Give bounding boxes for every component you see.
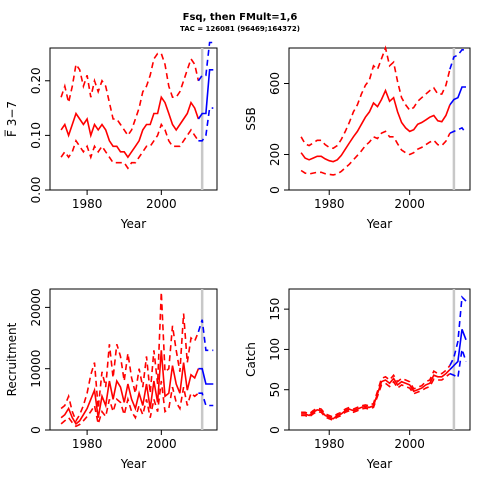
historic-lower-line (301, 372, 451, 422)
forecast-median-line (449, 86, 466, 106)
chart-panel-catch: 1980 2000 0 50 100 150 Year Catch (244, 288, 471, 471)
forecast-median-line (197, 69, 214, 120)
forecast-upper-line (449, 48, 466, 70)
forecast-median-line (198, 367, 214, 385)
historic-lower-line (60, 380, 199, 428)
historic-upper-line (60, 292, 200, 423)
y-axis-label: SSB (244, 107, 258, 130)
y-tick-label: 0.10 (29, 122, 43, 149)
forecast-median-line (449, 329, 467, 371)
historic-median-line (60, 350, 200, 426)
historic-upper-line (300, 45, 451, 150)
historic-upper-line (301, 364, 451, 419)
chart-panel-f: 1980 2000 0.00 0.10 0.20 Year F̅ 3−7 (4, 41, 218, 231)
y-tick-label: 0.20 (29, 67, 43, 94)
historic-lower-line (300, 130, 451, 176)
x-tick-label: 1980 (72, 437, 103, 451)
forecast-upper-line (449, 295, 467, 366)
x-tick-label: 1980 (314, 437, 345, 451)
forecast-upper-line (197, 41, 214, 82)
plot-frame (49, 288, 218, 431)
y-tick-label: 10000 (29, 350, 43, 388)
y-axis-label: Recruitment (5, 322, 19, 396)
y-tick-label: 0.00 (29, 177, 43, 204)
y-tick-label: 50 (268, 382, 282, 397)
historic-median-line (300, 88, 451, 163)
chart-title: Fsq, then FMult=1,6 (183, 12, 298, 23)
forecast-upper-line (197, 319, 214, 352)
x-tick-label: 2000 (394, 197, 425, 211)
x-tick-label: 2000 (146, 197, 177, 211)
forecast-lower-line (198, 392, 214, 407)
y-tick-label: 0 (268, 426, 282, 434)
y-tick-label: 150 (268, 298, 282, 321)
y-tick-label: 200 (268, 143, 282, 166)
historic-median-line (60, 95, 200, 159)
chart-subtitle: TAC = 126081 (96469;164372) (180, 25, 300, 33)
historic-median-line (301, 369, 451, 420)
plot-frame (288, 288, 471, 431)
plot-frame (49, 47, 218, 191)
forecast-lower-line (449, 126, 467, 134)
y-axis-label: F̅ 3−7 (4, 101, 19, 137)
y-tick-label: 0 (268, 186, 282, 194)
y-axis-label: Catch (244, 342, 258, 377)
x-tick-label: 2000 (394, 437, 425, 451)
y-tick-label: 100 (268, 338, 282, 361)
y-tick-label: 20000 (29, 288, 43, 326)
historic-lower-line (60, 122, 200, 170)
x-tick-label: 1980 (314, 197, 345, 211)
x-axis-label: Year (366, 457, 392, 471)
forecast-lower-line (198, 107, 214, 142)
x-axis-label: Year (120, 457, 146, 471)
x-tick-label: 1980 (72, 197, 103, 211)
x-axis-label: Year (120, 217, 146, 231)
historic-upper-line (60, 52, 200, 137)
y-tick-label: 0 (29, 426, 43, 434)
chart-panel-ssb: 1980 2000 0 200 600 Year SSB (244, 45, 471, 231)
x-axis-label: Year (366, 217, 392, 231)
x-tick-label: 2000 (146, 437, 177, 451)
y-tick-label: 600 (268, 72, 282, 95)
plot-frame (288, 47, 471, 191)
forecast-lower-line (449, 349, 467, 379)
